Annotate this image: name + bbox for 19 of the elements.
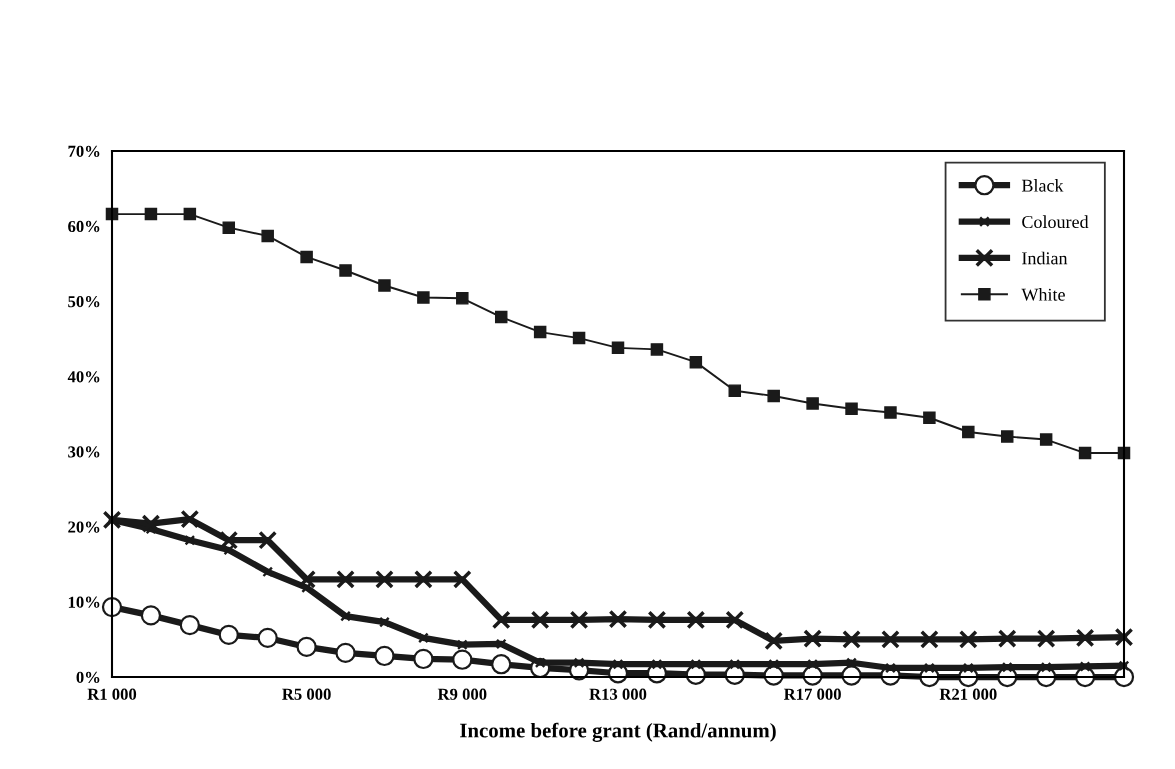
x-tick-label: R17 000: [783, 688, 841, 700]
y-tick-label: 60%: [68, 220, 100, 233]
y-tick-label: 10%: [68, 596, 100, 608]
legend-label: Black: [1021, 179, 1064, 192]
y-tick-label: 70%: [68, 145, 100, 157]
x-tick-label: R9 000: [437, 688, 487, 700]
x-tick-label: R1 000: [87, 688, 137, 700]
x-tick-label: R5 000: [282, 688, 331, 700]
y-tick-label: 20%: [68, 521, 100, 533]
y-tick-label: 30%: [68, 446, 100, 458]
y-tick-label: 0%: [76, 671, 100, 683]
x-axis-title: Income before grant (Rand/annum): [460, 722, 776, 742]
y-tick-label: 50%: [68, 295, 100, 308]
x-tick-label: R13 000: [589, 688, 647, 700]
legend-label: Indian: [1022, 251, 1068, 265]
legend-label: White: [1021, 288, 1065, 301]
x-tick-label: R21 000: [939, 688, 997, 700]
legend-label: Coloured: [1022, 215, 1089, 229]
y-tick-label: 40%: [67, 371, 100, 383]
